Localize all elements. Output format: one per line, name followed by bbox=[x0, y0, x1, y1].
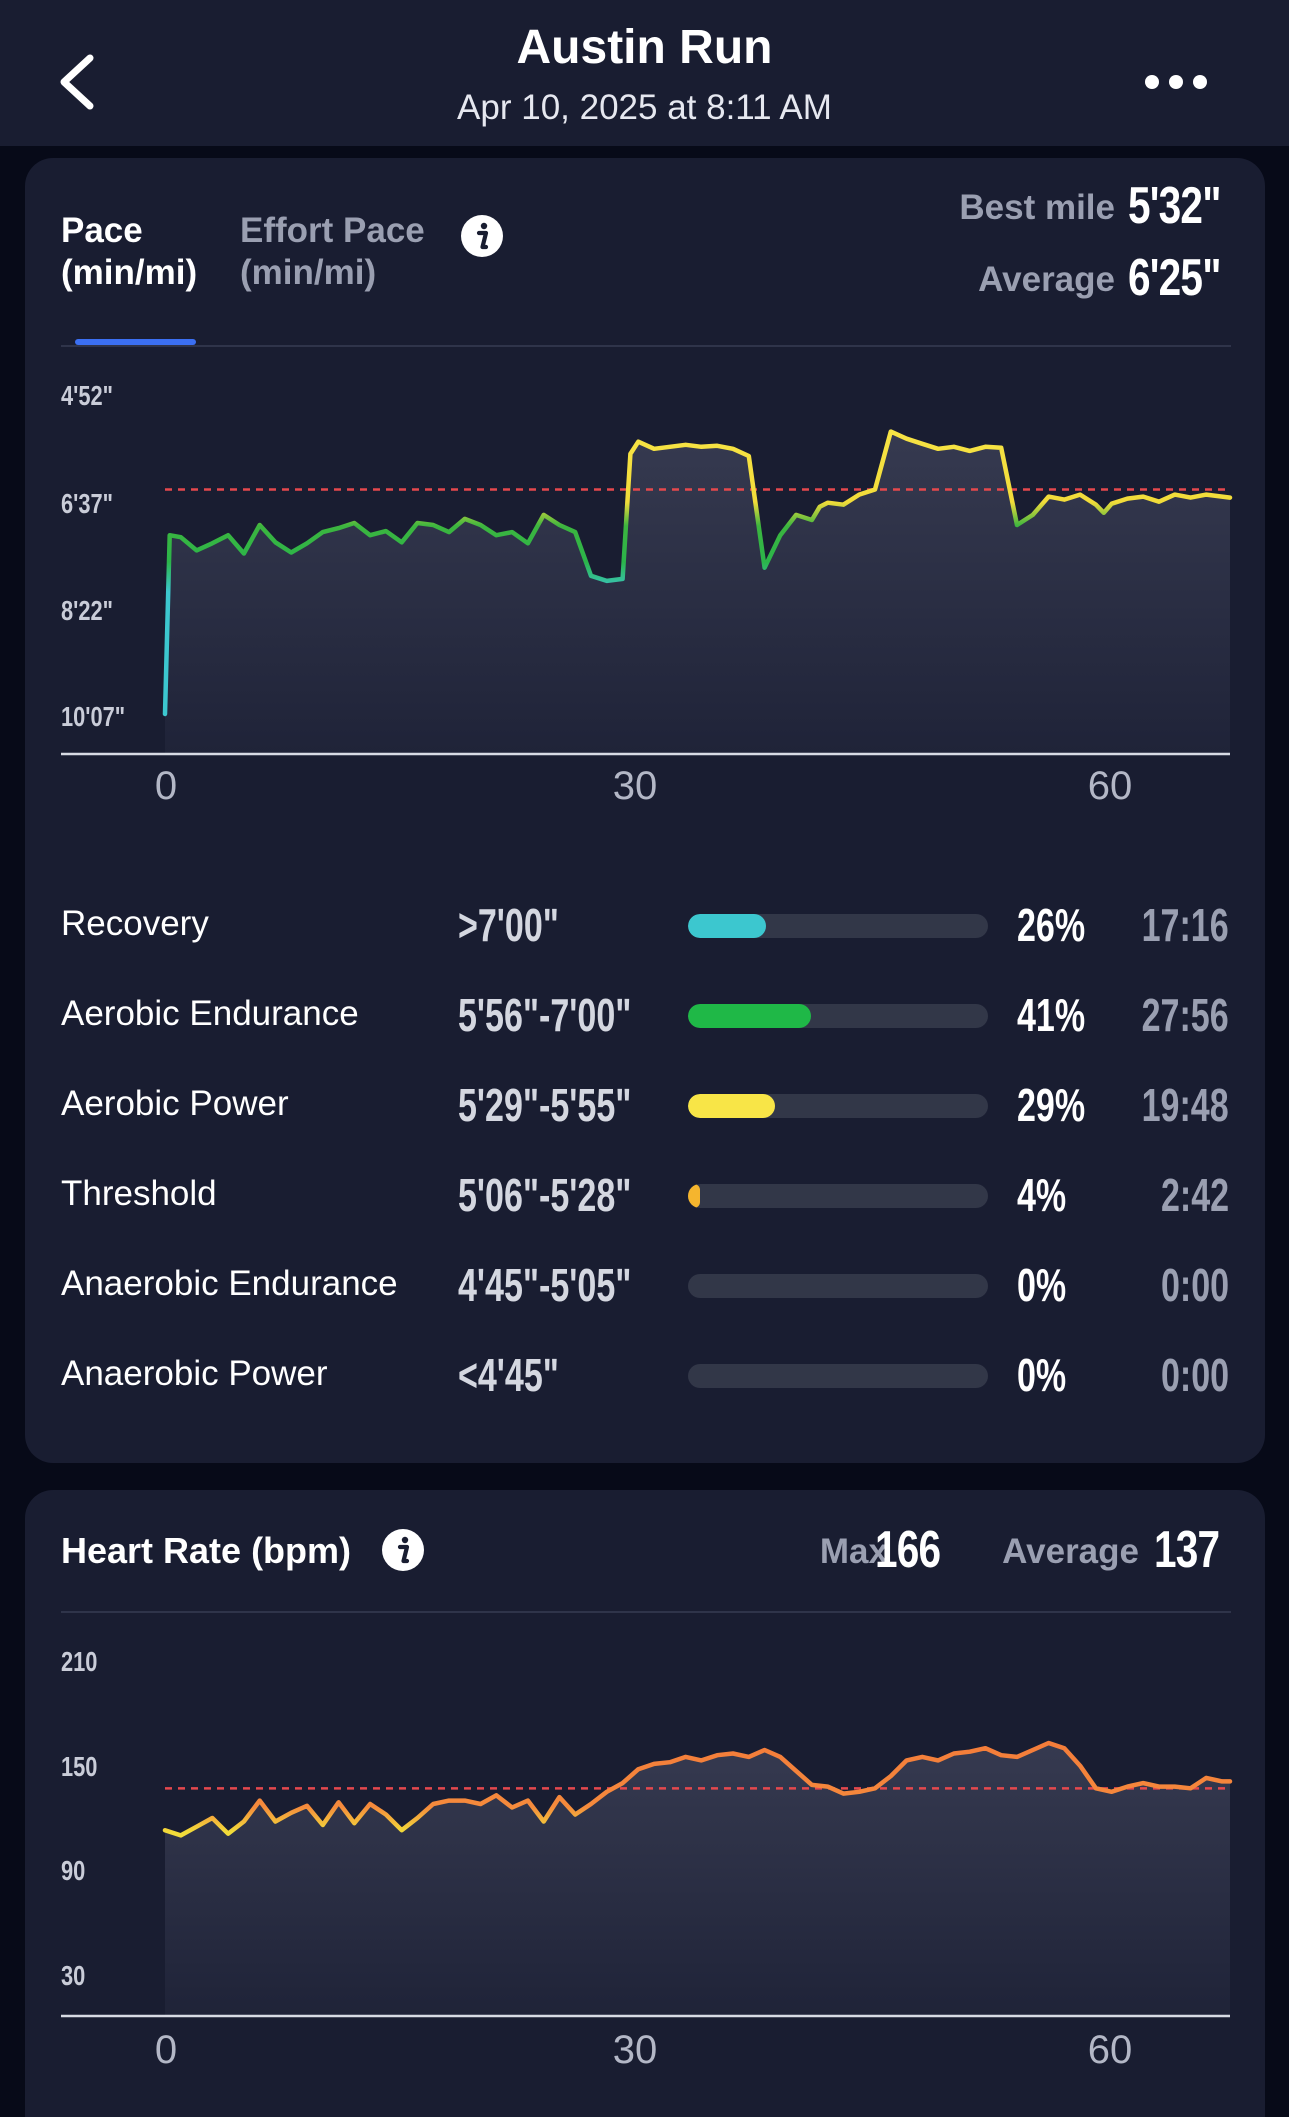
zone-time: 27:56 bbox=[1141, 989, 1229, 1041]
zone-time: 17:16 bbox=[1141, 899, 1229, 951]
zone-progress-track bbox=[688, 1274, 988, 1298]
zone-name: Anaerobic Power bbox=[61, 1354, 328, 1393]
pace-series-line bbox=[162, 429, 1233, 717]
ellipsis-icon bbox=[1145, 75, 1207, 89]
zone-range: >7'00" bbox=[458, 899, 559, 951]
heart-rate-card: Heart Rate (bpm) Max 166 Average 137 bbox=[25, 1490, 1265, 2117]
info-icon[interactable] bbox=[460, 214, 504, 258]
back-button[interactable] bbox=[48, 42, 118, 122]
page-title: Austin Run bbox=[516, 21, 773, 74]
zone-percent: 26% bbox=[1017, 899, 1086, 951]
pace-y-tick-1: 6'37" bbox=[61, 488, 113, 519]
zone-percent: 0% bbox=[1017, 1259, 1067, 1311]
more-options-button[interactable] bbox=[1138, 62, 1218, 102]
hr-y-tick-210: 210 bbox=[61, 1646, 98, 1677]
zone-percent: 0% bbox=[1017, 1349, 1067, 1401]
tab-active-indicator bbox=[75, 339, 196, 345]
tab-effort-pace-label: Effort Pace bbox=[240, 211, 425, 250]
chevron-left-icon bbox=[60, 54, 94, 110]
zone-percent: 41% bbox=[1017, 989, 1086, 1041]
zone-range: <4'45" bbox=[458, 1349, 559, 1401]
hr-average-value: 137 bbox=[1154, 1521, 1220, 1579]
zone-name: Aerobic Endurance bbox=[61, 994, 359, 1033]
zone-name: Aerobic Power bbox=[61, 1084, 289, 1123]
top-bar: Austin Run Apr 10, 2025 at 8:11 AM bbox=[0, 0, 1289, 146]
hr-average-label: Average bbox=[1002, 1532, 1139, 1571]
pace-x-tick-60: 60 bbox=[1087, 764, 1133, 808]
zone-time: 19:48 bbox=[1141, 1079, 1229, 1131]
hr-x-tick-30: 30 bbox=[612, 2028, 658, 2072]
zone-range: 5'29"-5'55" bbox=[458, 1079, 632, 1131]
page-subtitle: Apr 10, 2025 at 8:11 AM bbox=[457, 88, 832, 127]
average-pace-label: Average bbox=[978, 260, 1115, 299]
zone-time: 0:00 bbox=[1160, 1259, 1229, 1311]
zone-progress-track bbox=[688, 1094, 988, 1118]
hr-x-tick-60: 60 bbox=[1087, 2028, 1133, 2072]
pace-y-tick-0: 4'52" bbox=[61, 380, 113, 411]
zone-progress-fill bbox=[688, 1004, 811, 1028]
hr-chart-divider bbox=[61, 1611, 1231, 1613]
average-pace-value: 6'25" bbox=[1128, 249, 1221, 307]
zone-progress-track bbox=[688, 914, 988, 938]
zone-progress-fill bbox=[688, 914, 766, 938]
heart-rate-title: Heart Rate (bpm) bbox=[61, 1530, 352, 1571]
hr-y-tick-30: 30 bbox=[61, 1960, 86, 1991]
pace-area bbox=[165, 431, 1230, 754]
tab-effort-pace-unit: (min/mi) bbox=[240, 253, 377, 292]
zone-progress-track bbox=[688, 1184, 988, 1208]
hr-y-tick-90: 90 bbox=[61, 1855, 86, 1886]
zone-progress-fill bbox=[688, 1094, 775, 1118]
tab-effort-pace[interactable]: Effort Pace (min/mi) bbox=[240, 210, 470, 294]
hr-max-label: Max bbox=[819, 1532, 888, 1571]
zone-range: 5'56"-7'00" bbox=[458, 989, 632, 1041]
pace-chart[interactable] bbox=[25, 158, 1265, 818]
zone-range: 4'45"-5'05" bbox=[458, 1259, 632, 1311]
zone-percent: 29% bbox=[1017, 1079, 1086, 1131]
tab-pace-unit: (min/mi) bbox=[61, 253, 198, 292]
info-icon[interactable] bbox=[381, 1528, 425, 1572]
pace-chart-divider bbox=[61, 345, 1231, 347]
zone-time: 2:42 bbox=[1160, 1169, 1229, 1221]
pace-x-tick-30: 30 bbox=[612, 764, 658, 808]
tab-pace[interactable]: Pace (min/mi) bbox=[61, 210, 241, 294]
zone-name: Recovery bbox=[61, 904, 209, 943]
pace-y-tick-3: 10'07" bbox=[61, 701, 126, 732]
heart-rate-chart[interactable] bbox=[25, 1490, 1265, 2117]
tab-pace-label: Pace bbox=[61, 211, 143, 250]
hr-max-value: 166 bbox=[875, 1521, 941, 1579]
hr-y-tick-150: 150 bbox=[61, 1751, 98, 1782]
hr-series-line bbox=[162, 1740, 1233, 1838]
zone-percent: 4% bbox=[1017, 1169, 1067, 1221]
zone-range: 5'06"-5'28" bbox=[458, 1169, 632, 1221]
zone-name: Threshold bbox=[61, 1174, 217, 1213]
pace-card: Pace (min/mi) Effort Pace (min/mi) Best … bbox=[25, 158, 1265, 1463]
zone-progress-track bbox=[688, 1004, 988, 1028]
pace-y-tick-2: 8'22" bbox=[61, 595, 113, 626]
best-mile-value: 5'32" bbox=[1128, 177, 1221, 235]
hr-area bbox=[165, 1743, 1230, 2016]
zone-progress-track bbox=[688, 1364, 988, 1388]
hr-x-tick-0: 0 bbox=[154, 2028, 178, 2072]
pace-x-tick-0: 0 bbox=[154, 764, 178, 808]
best-mile-label: Best mile bbox=[959, 188, 1115, 227]
zone-time: 0:00 bbox=[1160, 1349, 1229, 1401]
zone-name: Anaerobic Endurance bbox=[61, 1264, 398, 1303]
zone-progress-fill bbox=[688, 1184, 700, 1208]
